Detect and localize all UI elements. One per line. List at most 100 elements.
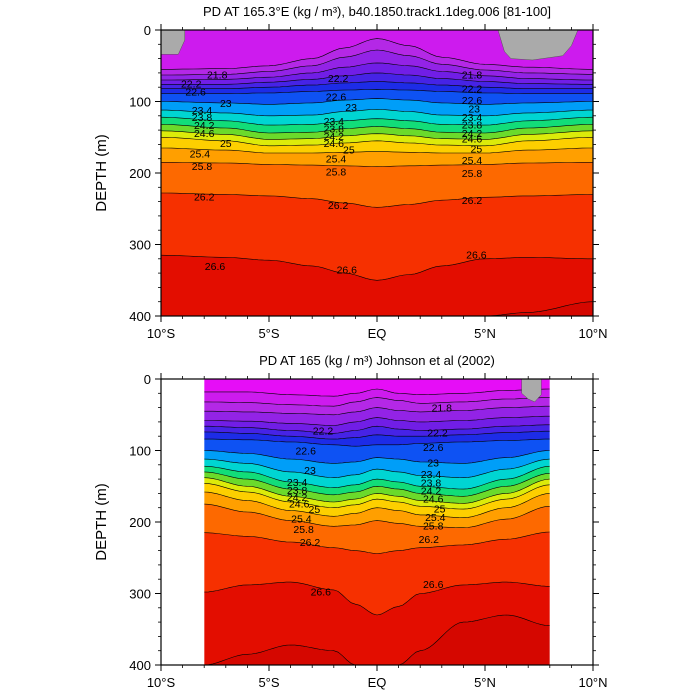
contour-label: 22.6 <box>185 87 206 99</box>
contour-label: 25.8 <box>423 521 444 533</box>
band-21-8 <box>161 50 593 80</box>
isopycnal-26-6 <box>161 254 593 281</box>
y-tick-label: 300 <box>129 238 151 253</box>
isopycnal-23-4 <box>161 109 593 117</box>
isopycnal-25-4 <box>161 147 593 154</box>
y-axis-label: DEPTH (m) <box>93 134 110 212</box>
band-24-2 <box>161 124 593 140</box>
band-23-8 <box>161 117 593 133</box>
contour-label: 24.2 <box>324 131 345 143</box>
x-tick-label: 10°N <box>578 326 607 341</box>
contour-label: 24.2 <box>421 486 442 498</box>
contour-label: 23 <box>304 465 316 477</box>
contour-label: 22.2 <box>181 79 202 91</box>
band-24-6 <box>161 130 593 146</box>
isopycnal-21-4 <box>204 388 550 397</box>
contour-label: 24.6 <box>423 493 444 505</box>
y-tick-label: 100 <box>129 444 151 459</box>
contour-label: 21.8 <box>207 69 228 81</box>
x-tick-label: 5°S <box>258 326 279 341</box>
band-25-8 <box>161 162 593 208</box>
contour-label: 24.2 <box>194 120 215 132</box>
y-tick-label: 300 <box>129 587 151 602</box>
contour-label: 22.6 <box>423 442 444 454</box>
isopycnal-24-2 <box>161 124 593 134</box>
contour-label: 25.4 <box>190 149 211 161</box>
band-25 <box>161 137 593 153</box>
y-axis-label: DEPTH (m) <box>93 483 110 561</box>
band-23-4 <box>161 109 593 126</box>
isopycnal-25-4 <box>204 491 550 519</box>
isopycnal-23-4 <box>204 458 550 479</box>
contour-label: 26.6 <box>311 586 332 598</box>
isopycnal-25-8 <box>161 162 593 167</box>
band-26-8 <box>204 615 550 665</box>
isopycnal-24-6 <box>161 130 593 140</box>
isopycnal-23-8 <box>204 465 550 490</box>
contour-label: 26.2 <box>194 192 215 204</box>
contour-label: 26.6 <box>337 265 358 277</box>
band-23 <box>161 98 593 116</box>
isopycnal-24-6 <box>204 477 550 504</box>
contour-label: 21.8 <box>432 403 453 415</box>
y-tick-label: 400 <box>129 658 151 673</box>
contour-label: 26.2 <box>419 534 440 546</box>
contour-label: 24.6 <box>324 138 345 150</box>
y-tick-label: 200 <box>129 515 151 530</box>
contour-label: 25.8 <box>293 524 314 536</box>
band-24-2 <box>204 471 550 504</box>
isopycnal-23-8 <box>161 116 593 126</box>
contour-label: 22.2 <box>328 73 349 85</box>
contour-label: 22.6 <box>462 95 483 107</box>
contour-label: 23.8 <box>324 124 345 136</box>
band-22-2 <box>161 72 593 89</box>
contour-label: 23.8 <box>462 119 483 131</box>
contour-label: 25 <box>434 503 446 515</box>
isopycnal-23 <box>161 98 593 105</box>
contour-panel-1: 21.822.222.62323.423.824.224.62525.425.8… <box>93 4 608 341</box>
contour-label: 26.6 <box>205 261 226 273</box>
contour-label: 26.2 <box>462 195 483 207</box>
contour-label: 25 <box>471 144 483 156</box>
x-tick-label: 10°S <box>147 326 176 341</box>
contour-label: 23.8 <box>192 112 213 124</box>
isopycnal-21-8 <box>161 49 593 76</box>
band-23 <box>204 450 550 478</box>
contour-label: 25.8 <box>326 167 347 179</box>
band-surface <box>161 30 593 70</box>
contour-label: 23 <box>427 458 439 470</box>
contour-label: 24.6 <box>194 128 215 140</box>
band-26-2 <box>161 193 593 281</box>
contour-label: 23 <box>220 98 232 110</box>
contour-lines <box>204 388 550 665</box>
contour-label: 23.4 <box>462 112 483 124</box>
filled-bands <box>161 30 593 316</box>
isopycnal-26-6 <box>204 581 550 616</box>
isopycnal-21-6 <box>204 397 550 407</box>
contour-label: 25.4 <box>425 512 446 524</box>
band-22-6 <box>204 439 550 464</box>
contour-label: 25.8 <box>192 161 213 173</box>
isopycnal-22 <box>204 415 550 426</box>
contour-label: 23 <box>468 104 480 116</box>
contour-label: 23.8 <box>287 485 308 497</box>
contour-label: 24.6 <box>462 134 483 146</box>
band-surface <box>204 379 550 397</box>
contour-label: 26.6 <box>466 250 487 262</box>
isopycnal-22-4 <box>204 430 550 440</box>
contour-label: 23.8 <box>421 478 442 490</box>
contour-label: 23.4 <box>324 116 345 128</box>
y-tick-label: 0 <box>144 372 151 387</box>
band-25-4 <box>204 492 550 528</box>
band-26-6 <box>204 582 550 665</box>
contour-label: 26.2 <box>328 200 349 212</box>
isopycnal-25 <box>204 483 550 510</box>
x-tick-label: 5°N <box>474 326 496 341</box>
band-26-6 <box>161 255 593 316</box>
contour-label: 25 <box>343 144 355 156</box>
isopycnal-22 <box>161 62 593 81</box>
isopycnal-22-4 <box>161 81 593 89</box>
band-26-8 <box>161 301 593 316</box>
